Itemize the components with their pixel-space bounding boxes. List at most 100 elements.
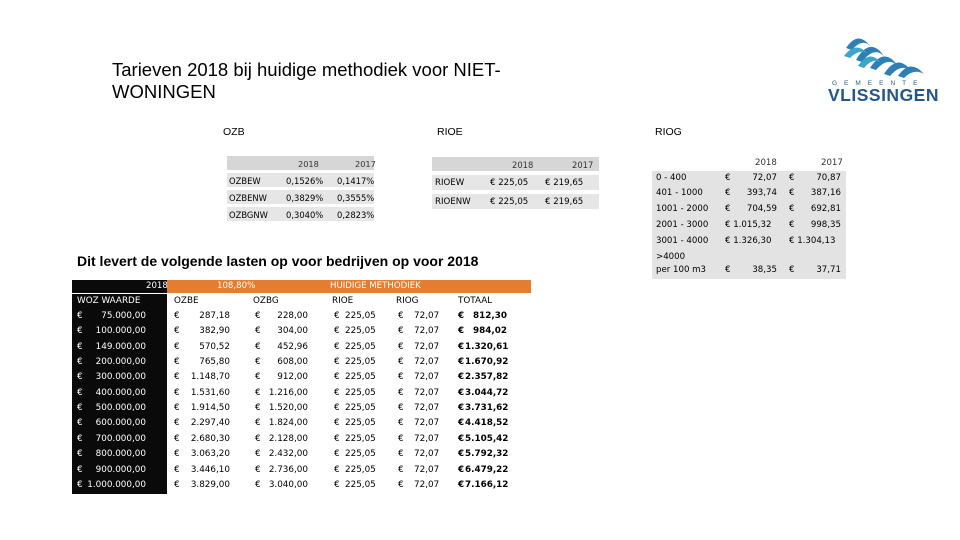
riog-euro-sign: € xyxy=(398,449,404,460)
ozbg-euro-sign: € xyxy=(255,341,261,352)
riog-row-label: 2001 - 3000 xyxy=(656,220,709,230)
rioe-value: 225,05 xyxy=(345,464,376,475)
logo-top-text: GEMEENTE xyxy=(832,80,925,87)
totaal-value: 1.320,61 xyxy=(465,341,509,352)
rioe-euro-sign: € xyxy=(334,372,340,383)
ozbe-value: 2.680,30 xyxy=(190,433,230,444)
ozbg-value: 452,96 xyxy=(277,341,308,352)
riog-value: 72,07 xyxy=(414,372,440,383)
ozbe-euro-sign: € xyxy=(174,449,180,460)
woz-value: 400.000,00 xyxy=(95,387,146,398)
header-ozbg: OZBG xyxy=(253,296,279,306)
ozbe-euro-sign: € xyxy=(174,479,180,490)
totaal-euro-sign: € xyxy=(458,433,465,444)
ozbe-value: 3.829,00 xyxy=(190,479,230,490)
riog-row-2018: € 38,35 xyxy=(725,265,777,275)
woz-value: 900.000,00 xyxy=(95,464,146,475)
woz-value: 200.000,00 xyxy=(95,357,146,368)
riog-euro-sign: € xyxy=(398,464,404,475)
riog-row-2018: € 704,59 xyxy=(725,204,777,214)
riog-row-2018: € 1.015,32 xyxy=(725,220,772,230)
riog-value: 72,07 xyxy=(414,479,440,490)
rioe-euro-sign: € xyxy=(334,433,340,444)
riog-row-label: 401 - 1000 xyxy=(656,188,703,198)
woz-value: 700.000,00 xyxy=(95,433,146,444)
ozbg-value: 2.432,00 xyxy=(268,449,308,460)
subtitle: Dit levert de volgende lasten op voor be… xyxy=(77,253,479,269)
ozbe-euro-sign: € xyxy=(174,357,180,368)
totaal-value: 7.166,12 xyxy=(465,479,509,490)
ozbe-value: 1.531,60 xyxy=(190,387,230,398)
rioe-header-bar xyxy=(432,157,599,171)
ozb-row-2017: 0,2823% xyxy=(337,210,375,220)
riog-euro-sign: € xyxy=(398,326,404,337)
woz-euro-sign: € xyxy=(77,311,83,321)
ozbe-euro-sign: € xyxy=(174,372,180,383)
ozbg-value: 2.128,00 xyxy=(268,433,308,444)
rioe-value: 225,05 xyxy=(345,418,376,429)
woz-euro-sign: € xyxy=(77,403,83,414)
section-rioe-title: RIOE xyxy=(437,126,463,138)
rioe-row-bg xyxy=(432,175,599,190)
header-rioe: RIOE xyxy=(332,296,354,306)
ozbe-value: 765,80 xyxy=(199,357,230,368)
ozbg-euro-sign: € xyxy=(255,479,261,490)
totaal-value: 2.357,82 xyxy=(465,372,509,383)
totaal-value: 5.105,42 xyxy=(465,433,509,444)
ozbe-euro-sign: € xyxy=(174,464,180,475)
totaal-euro-sign: € xyxy=(458,357,465,368)
riog-row-2017: € 1.304,13 xyxy=(789,236,836,246)
slide-title: Tarieven 2018 bij huidige methodiek voor… xyxy=(112,59,501,102)
woz-euro-sign: € xyxy=(77,479,83,490)
rioe-row-label: RIOEW xyxy=(435,178,465,188)
woz-value: 100.000,00 xyxy=(95,326,146,337)
rioe-row-2018: € 225,05 xyxy=(490,178,529,188)
riog-euro-sign: € xyxy=(398,433,404,444)
ozbe-value: 3.446,10 xyxy=(190,464,230,475)
riog-value: 72,07 xyxy=(414,341,440,352)
riog-euro-sign: € xyxy=(398,387,404,398)
woz-value: 600.000,00 xyxy=(95,418,146,429)
ozbg-euro-sign: € xyxy=(255,387,261,398)
rioe-row-2017: € 219,65 xyxy=(545,197,584,207)
totaal-value: 984,02 xyxy=(473,326,507,337)
totaal-value: 6.479,22 xyxy=(465,464,509,475)
ozbg-value: 1.216,00 xyxy=(268,387,308,398)
rioe-row-2017: € 219,65 xyxy=(545,178,584,188)
ozbg-value: 1.520,00 xyxy=(268,403,308,414)
riog-row-2017: € 37,71 xyxy=(789,265,841,275)
rioe-year-2017: 2017 xyxy=(572,160,594,170)
rioe-value: 225,05 xyxy=(345,387,376,398)
rioe-year-2018: 2018 xyxy=(512,160,534,170)
ozbg-value: 912,00 xyxy=(277,372,308,383)
main-table-pct: 108,80% xyxy=(217,281,256,291)
ozbg-value: 228,00 xyxy=(277,311,308,321)
rioe-value: 225,05 xyxy=(345,403,376,414)
woz-euro-sign: € xyxy=(77,372,83,383)
ozbe-euro-sign: € xyxy=(174,326,180,337)
totaal-value: 3.731,62 xyxy=(465,403,509,414)
ozbe-value: 1.914,50 xyxy=(190,403,230,414)
woz-euro-sign: € xyxy=(77,357,83,368)
woz-value: 300.000,00 xyxy=(95,372,146,383)
ozb-row-label: OZBGNW xyxy=(229,210,268,220)
rioe-row-2018: € 225,05 xyxy=(490,197,529,207)
ozb-row-2017: 0,1417% xyxy=(337,176,375,186)
riog-value: 72,07 xyxy=(414,418,440,429)
rioe-value: 225,05 xyxy=(345,341,376,352)
rioe-value: 225,05 xyxy=(345,326,376,337)
totaal-value: 3.044,72 xyxy=(465,387,509,398)
ozbg-value: 1.824,00 xyxy=(268,418,308,429)
rioe-value: 225,05 xyxy=(345,479,376,490)
totaal-euro-sign: € xyxy=(458,326,465,337)
woz-value: 500.000,00 xyxy=(95,403,146,414)
ozb-row-bg xyxy=(227,207,374,221)
riog-euro-sign: € xyxy=(398,418,404,429)
rioe-value: 225,05 xyxy=(345,372,376,383)
riog-value: 72,07 xyxy=(414,326,440,337)
woz-value: 800.000,00 xyxy=(95,449,146,460)
ozbe-euro-sign: € xyxy=(174,403,180,414)
ozbg-value: 608,00 xyxy=(277,357,308,368)
riog-row-label: 3001 - 4000 xyxy=(656,236,709,246)
riog-header-bg xyxy=(650,157,846,171)
